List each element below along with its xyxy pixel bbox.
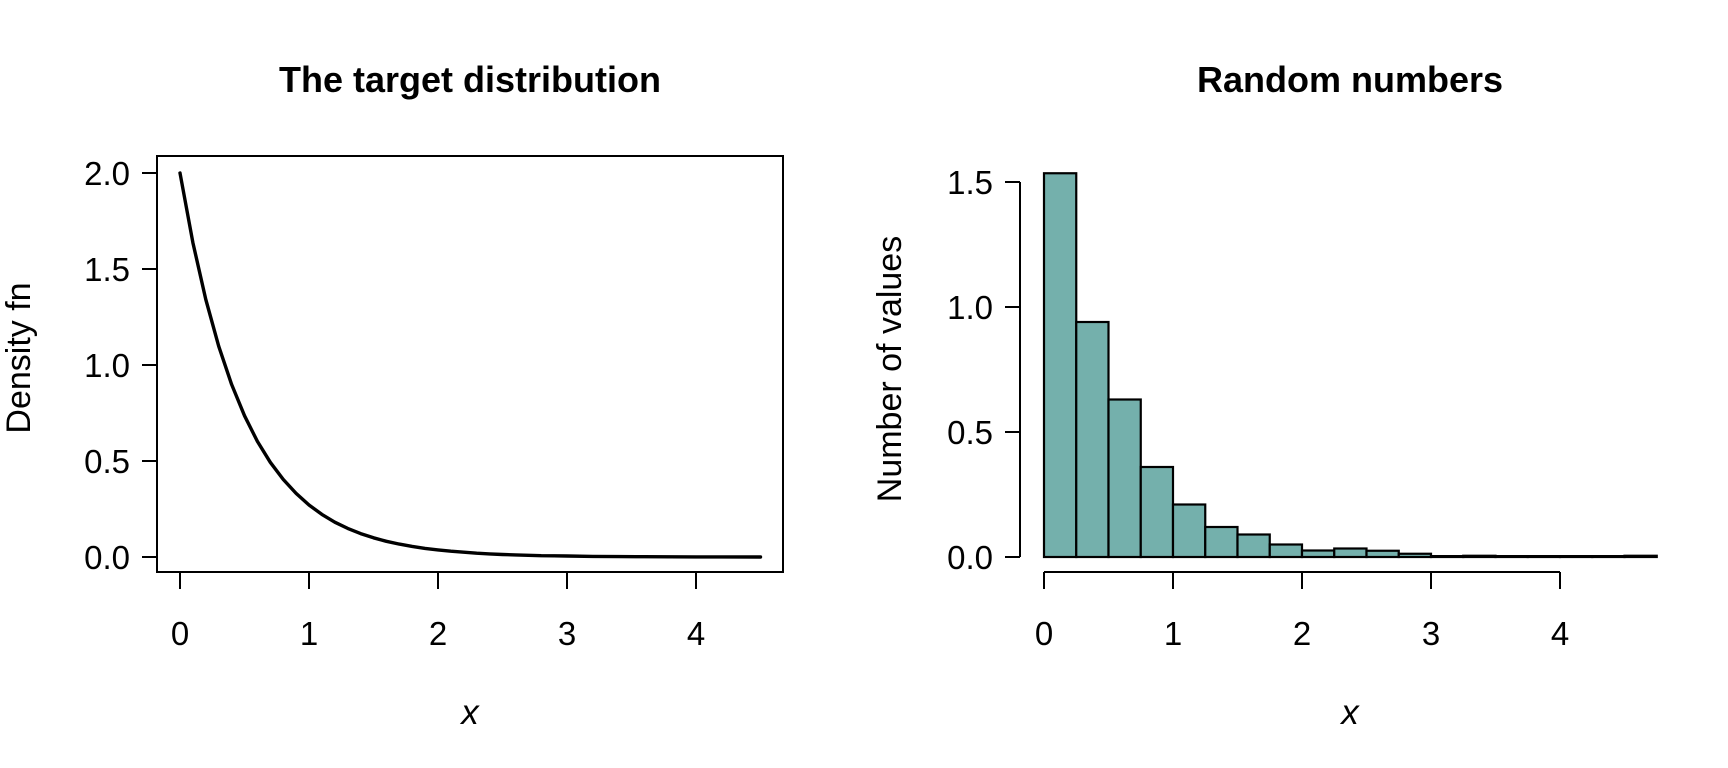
histogram-bar	[1365, 549, 1400, 559]
left-x-axis: 0 1 2 3 4	[171, 572, 705, 652]
histogram-bar	[1558, 554, 1594, 559]
histogram-bar	[1236, 533, 1271, 559]
right-x-axis: 0 1 2 3 4	[1035, 571, 1569, 652]
histogram-bar	[1429, 554, 1465, 559]
histogram-bar	[1204, 525, 1239, 559]
x-tick-label: 2	[1293, 615, 1311, 652]
right-x-axis-title: x	[1339, 693, 1360, 732]
histogram-bar	[1462, 554, 1497, 559]
right-y-axis-title: Number of values	[871, 236, 909, 502]
histogram-bar	[1591, 554, 1626, 559]
y-tick-label: 0.5	[947, 414, 993, 451]
y-tick-label: 0.5	[84, 443, 130, 480]
left-y-axis-title: Density fn	[0, 282, 38, 433]
y-tick-label: 2.0	[84, 155, 130, 192]
x-tick-label: 0	[171, 615, 189, 652]
histogram-bar	[1623, 554, 1658, 559]
histogram-bar	[1268, 543, 1304, 559]
random-numbers-histogram-plot: Random numbers 0 1 2 3 4 0.0 0.5 1.0 1.5 x Numb…	[871, 59, 1658, 732]
histogram-bars	[1042, 172, 1658, 559]
target-distribution-plot: The target distribution 0 1 2 3 4 0.0 0.5 1.0 1…	[0, 59, 784, 732]
histogram-bar	[1494, 554, 1529, 559]
y-tick-label: 1.0	[947, 289, 993, 326]
right-y-axis: 0.0 0.5 1.0 1.5	[947, 164, 1021, 576]
histogram-bar	[1139, 465, 1175, 559]
histogram-bar	[1397, 552, 1433, 559]
left-y-axis: 0.0 0.5 1.0 1.5 2.0	[84, 155, 157, 576]
histogram-bar	[1075, 320, 1110, 559]
x-tick-label: 4	[1551, 615, 1569, 652]
y-tick-label: 0.0	[84, 539, 130, 576]
histogram-bar	[1107, 398, 1142, 559]
left-plot-frame	[156, 155, 784, 573]
right-plot-title: Random numbers	[1197, 59, 1503, 100]
density-curve	[178, 171, 763, 559]
x-tick-label: 3	[558, 615, 576, 652]
x-tick-label: 4	[687, 615, 705, 652]
x-tick-label: 1	[1164, 615, 1182, 652]
histogram-bar	[1333, 547, 1368, 559]
x-tick-label: 0	[1035, 615, 1053, 652]
histogram-bar	[1300, 549, 1336, 559]
x-tick-label: 3	[1422, 615, 1440, 652]
histogram-bar	[1526, 554, 1562, 559]
x-tick-label: 2	[429, 615, 447, 652]
y-tick-label: 1.5	[84, 251, 130, 288]
histogram-bar	[1171, 503, 1207, 559]
y-tick-label: 0.0	[947, 539, 993, 576]
histogram-bar	[1042, 172, 1078, 559]
left-x-axis-title: x	[459, 693, 480, 732]
x-tick-label: 1	[300, 615, 318, 652]
y-tick-label: 1.5	[947, 164, 993, 201]
y-tick-label: 1.0	[84, 347, 130, 384]
left-plot-title: The target distribution	[279, 59, 661, 100]
